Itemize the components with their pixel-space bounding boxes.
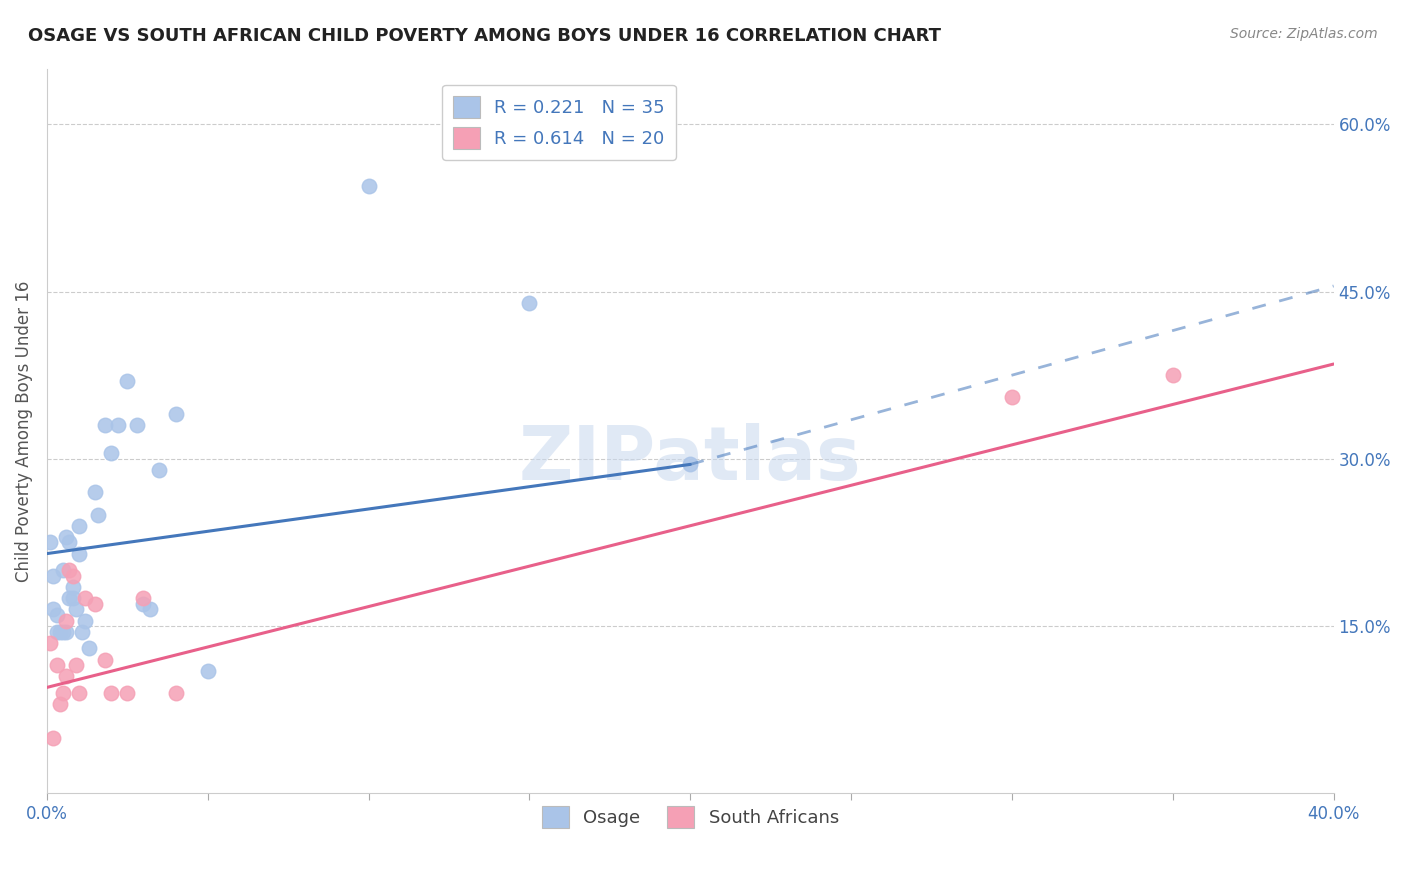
Point bbox=[84, 485, 107, 500]
Point bbox=[107, 418, 129, 433]
Point bbox=[100, 686, 122, 700]
Point bbox=[45, 658, 67, 673]
Point bbox=[519, 295, 541, 310]
Point bbox=[65, 602, 87, 616]
Point bbox=[1161, 368, 1184, 383]
Text: ZIPatlas: ZIPatlas bbox=[519, 424, 862, 497]
Point bbox=[125, 418, 148, 433]
Point bbox=[52, 563, 75, 577]
Point bbox=[139, 602, 162, 616]
Point bbox=[65, 658, 87, 673]
Text: OSAGE VS SOUTH AFRICAN CHILD POVERTY AMONG BOYS UNDER 16 CORRELATION CHART: OSAGE VS SOUTH AFRICAN CHILD POVERTY AMO… bbox=[28, 27, 941, 45]
Point bbox=[94, 418, 117, 433]
Point bbox=[58, 563, 80, 577]
Point bbox=[84, 597, 107, 611]
Point bbox=[67, 518, 90, 533]
Point bbox=[165, 686, 187, 700]
Point bbox=[117, 686, 139, 700]
Point bbox=[39, 535, 62, 549]
Point bbox=[55, 614, 77, 628]
Point bbox=[75, 614, 97, 628]
Point bbox=[100, 446, 122, 460]
Point bbox=[72, 624, 94, 639]
Point bbox=[132, 591, 155, 606]
Point bbox=[58, 591, 80, 606]
Point bbox=[45, 624, 67, 639]
Point bbox=[49, 624, 72, 639]
Point bbox=[75, 591, 97, 606]
Point bbox=[679, 458, 702, 472]
Point bbox=[42, 731, 65, 745]
Point bbox=[55, 530, 77, 544]
Point bbox=[1001, 391, 1024, 405]
Legend: Osage, South Africans: Osage, South Africans bbox=[534, 798, 846, 835]
Point bbox=[62, 580, 84, 594]
Point bbox=[67, 686, 90, 700]
Point bbox=[45, 607, 67, 622]
Point bbox=[117, 374, 139, 388]
Point bbox=[39, 636, 62, 650]
Point bbox=[197, 664, 219, 678]
Point bbox=[62, 569, 84, 583]
Point bbox=[67, 547, 90, 561]
Point bbox=[87, 508, 110, 522]
Text: Source: ZipAtlas.com: Source: ZipAtlas.com bbox=[1230, 27, 1378, 41]
Point bbox=[357, 178, 380, 193]
Point bbox=[77, 641, 100, 656]
Point bbox=[42, 602, 65, 616]
Point bbox=[52, 624, 75, 639]
Point bbox=[49, 697, 72, 711]
Point bbox=[58, 535, 80, 549]
Y-axis label: Child Poverty Among Boys Under 16: Child Poverty Among Boys Under 16 bbox=[15, 280, 32, 582]
Point bbox=[42, 569, 65, 583]
Point bbox=[52, 686, 75, 700]
Point bbox=[62, 591, 84, 606]
Point bbox=[132, 597, 155, 611]
Point bbox=[55, 624, 77, 639]
Point bbox=[55, 669, 77, 683]
Point bbox=[94, 652, 117, 666]
Point bbox=[165, 407, 187, 421]
Point bbox=[148, 463, 170, 477]
